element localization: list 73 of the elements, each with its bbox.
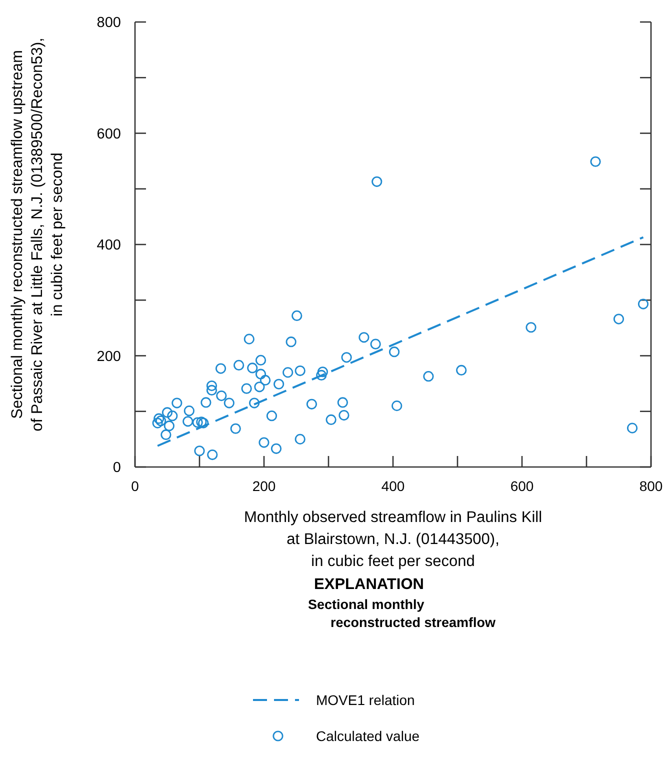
point — [254, 382, 265, 392]
point — [317, 366, 328, 378]
point — [154, 413, 164, 424]
x-tick-label: 600 — [510, 478, 534, 494]
point — [249, 398, 260, 408]
point — [270, 443, 282, 454]
point — [370, 338, 381, 350]
x-axis-title: Monthly observed streamflow in Paulins Kill at Blairstown, N.J. (01443500), in cubic feet per second — [244, 509, 542, 570]
legend-label: MOVE1 relation — [316, 692, 415, 708]
point — [234, 360, 244, 371]
point — [316, 370, 327, 381]
point — [392, 400, 402, 412]
point — [192, 417, 203, 428]
point — [184, 406, 194, 416]
point — [255, 354, 266, 366]
point — [388, 346, 400, 358]
point — [306, 398, 318, 410]
point — [326, 414, 336, 426]
x-tick-label: 800 — [639, 478, 663, 494]
point — [224, 398, 234, 408]
point — [164, 420, 174, 432]
point — [160, 429, 172, 440]
point — [626, 422, 638, 434]
y-tick-label: 200 — [96, 348, 121, 365]
point — [216, 390, 227, 402]
point — [341, 352, 352, 363]
point — [162, 407, 173, 418]
point — [286, 336, 296, 348]
point — [294, 365, 306, 376]
point — [172, 398, 182, 408]
point — [152, 418, 163, 428]
point — [266, 410, 278, 422]
y-tick-label: 400 — [96, 238, 121, 254]
point — [526, 322, 536, 333]
y-tick-label: 0 — [112, 460, 121, 476]
point — [294, 434, 306, 444]
y-axis-title: Sectional monthly reconstructed streamflow upstream of Passaic River at Little Falls, N.J. (01389500/Recon53), in cubic feet per second — [9, 38, 66, 432]
point — [613, 314, 624, 324]
y-tick-label: 600 — [96, 126, 121, 142]
point — [282, 367, 294, 378]
point — [156, 416, 166, 426]
legend-title: EXPLANATION — [314, 576, 424, 593]
point — [241, 383, 252, 394]
point — [247, 362, 258, 374]
point — [423, 371, 434, 382]
point — [206, 384, 218, 396]
point — [274, 378, 284, 390]
point — [338, 410, 350, 421]
point — [258, 437, 270, 448]
point — [200, 397, 212, 408]
point — [260, 374, 271, 386]
point — [230, 423, 241, 434]
point — [167, 410, 178, 422]
legend-label: Calculated value — [316, 728, 420, 744]
y-tick-label: 800 — [96, 15, 121, 31]
x-tick-label: 200 — [252, 478, 276, 494]
point — [194, 446, 205, 456]
x-tick-label: 0 — [131, 478, 140, 494]
point — [255, 368, 266, 380]
point — [182, 416, 194, 427]
x-tick-label: 400 — [381, 478, 405, 494]
point — [590, 156, 601, 167]
point — [638, 298, 649, 310]
point — [292, 310, 302, 321]
point — [206, 380, 218, 392]
text: Sectional monthly reconstructed streamflow — [308, 597, 496, 630]
point — [456, 364, 467, 376]
point — [358, 332, 370, 343]
point — [207, 449, 218, 460]
point — [215, 363, 226, 374]
point — [244, 334, 254, 344]
point — [372, 176, 382, 187]
point — [337, 397, 348, 408]
